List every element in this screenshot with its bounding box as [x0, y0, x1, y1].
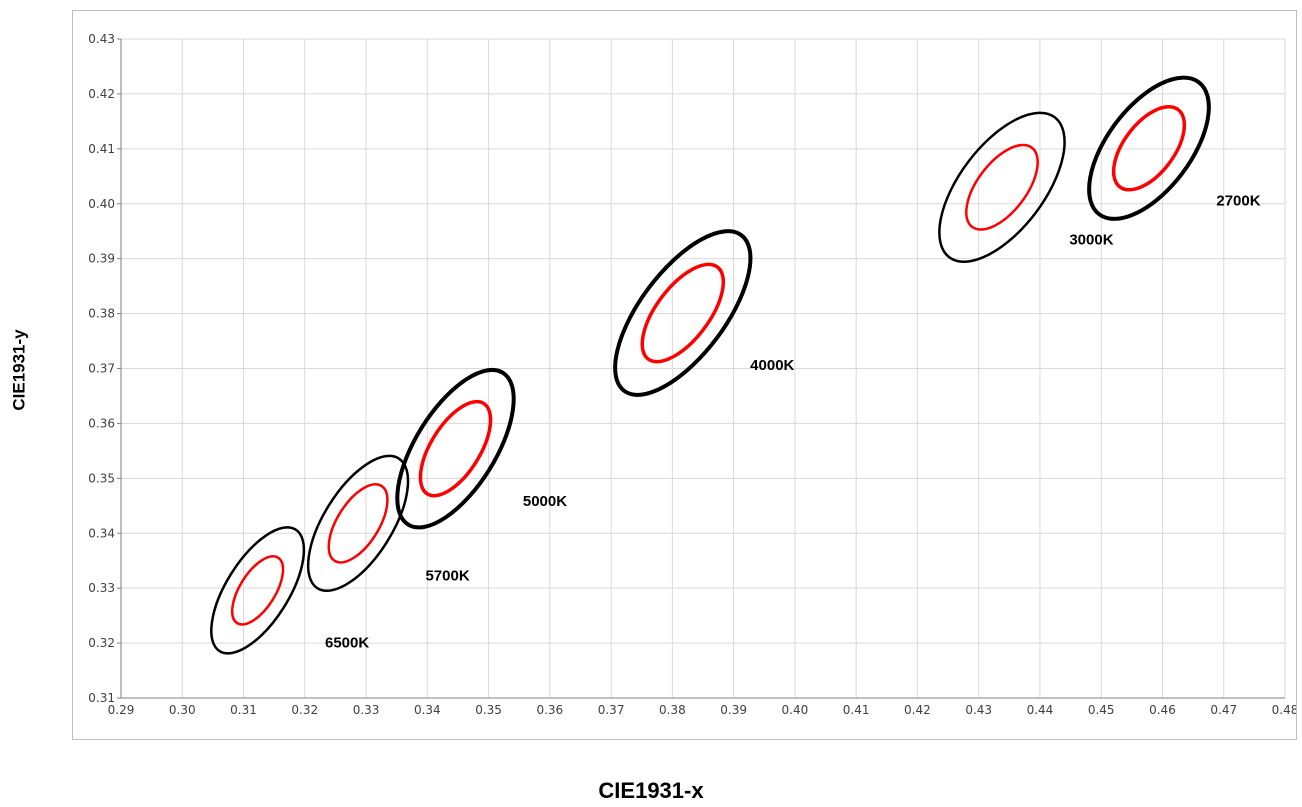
cct-label-layer: 6500K 5700K 5000K 4000K 3000K 2700K	[325, 192, 1261, 651]
outer-ellipse-6500k	[210, 526, 306, 655]
inner-ellipse-4000k	[640, 262, 726, 364]
x-tick-label: 0.47	[1210, 703, 1237, 717]
outer-ellipse-3000k	[938, 111, 1066, 263]
cct-label-6500k: 6500K	[325, 634, 369, 651]
grid-layer	[120, 38, 1286, 699]
x-tick-label: 0.30	[169, 703, 196, 717]
y-tick-label: 0.38	[88, 307, 115, 321]
y-tick-label: 0.40	[88, 197, 115, 211]
x-tick-label: 0.48	[1272, 703, 1296, 717]
ellipse-layer	[210, 75, 1211, 655]
outer-ellipse-2700k	[1087, 75, 1211, 221]
y-tick-label: 0.34	[88, 526, 115, 540]
cct-label-4000k: 4000K	[750, 357, 794, 374]
cct-label-3000k: 3000K	[1069, 231, 1113, 248]
cct-label-2700k: 2700K	[1216, 192, 1260, 209]
x-tick-label: 0.34	[414, 703, 441, 717]
x-tick-label: 0.33	[353, 703, 380, 717]
y-tick-label: 0.32	[88, 636, 115, 650]
outer-ellipse-5000k	[395, 367, 516, 530]
inner-ellipse-5000k	[418, 399, 493, 498]
x-tick-label: 0.42	[904, 703, 931, 717]
x-tick-label: 0.43	[965, 703, 992, 717]
inner-ellipse-5700k	[327, 483, 389, 564]
x-tick-label: 0.38	[659, 703, 686, 717]
outer-ellipse-4000k	[613, 229, 753, 397]
y-tick-label: 0.42	[88, 87, 115, 101]
chart-plot: 0.29 0.30 0.31 0.32 0.33 0.34 0.35 0.36 0.37 0.38…	[88, 32, 1296, 717]
axes-layer: 0.29 0.30 0.31 0.32 0.33 0.34 0.35 0.36 0.37 0.38…	[88, 32, 1296, 717]
x-tick-label: 0.32	[291, 703, 318, 717]
x-tick-label: 0.40	[782, 703, 809, 717]
y-axis-title: CIE1931-y	[0, 329, 40, 411]
x-tick-label: 0.41	[843, 703, 870, 717]
x-tick-label: 0.31	[230, 703, 257, 717]
x-tick-label: 0.29	[108, 703, 135, 717]
cct-label-5700k: 5700K	[425, 567, 469, 584]
inner-ellipse-2700k	[1111, 105, 1187, 192]
x-tick-label: 0.44	[1027, 703, 1054, 717]
y-tick-label: 0.31	[88, 691, 115, 705]
x-tick-label: 0.35	[475, 703, 502, 717]
outer-ellipse-5700k	[306, 454, 410, 593]
x-tick-label: 0.46	[1149, 703, 1176, 717]
x-tick-label: 0.45	[1088, 703, 1115, 717]
y-tick-label: 0.35	[88, 471, 115, 485]
y-tick-label: 0.43	[88, 32, 115, 46]
y-tick-label: 0.37	[88, 362, 115, 376]
chart-frame: 0.29 0.30 0.31 0.32 0.33 0.34 0.35 0.36 0.37 0.38…	[72, 10, 1297, 740]
cct-label-5000k: 5000K	[523, 493, 567, 510]
y-axis-label: CIE1931-y	[10, 329, 29, 411]
inner-ellipse-6500k	[230, 555, 285, 626]
x-tick-label: 0.36	[536, 703, 563, 717]
x-tick-label: 0.39	[720, 703, 747, 717]
y-tick-label: 0.39	[88, 252, 115, 266]
y-tick-label: 0.33	[88, 581, 115, 595]
x-tick-label: 0.37	[598, 703, 625, 717]
inner-ellipse-3000k	[965, 143, 1039, 231]
y-tick-label: 0.41	[88, 142, 115, 156]
x-axis-title: CIE1931-x	[598, 778, 704, 803]
y-tick-label: 0.36	[88, 416, 115, 430]
